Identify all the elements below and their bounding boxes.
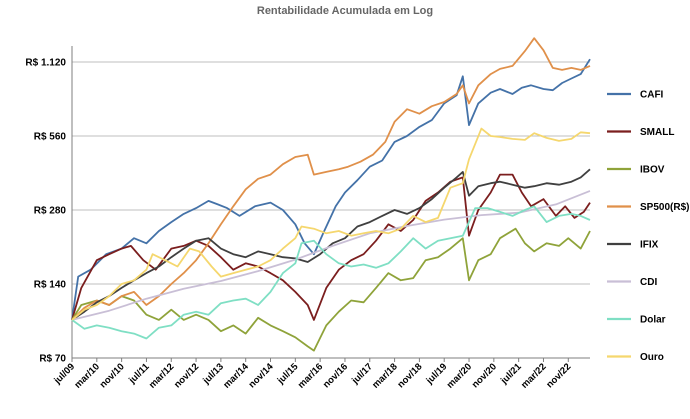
legend-label-cdi: CDI bbox=[640, 277, 657, 288]
x-tick-label: nov/18 bbox=[395, 361, 424, 390]
y-tick-label: R$ 70 bbox=[39, 354, 66, 365]
x-tick-label: nov/10 bbox=[98, 361, 127, 390]
series-line-sp500-r bbox=[71, 37, 591, 321]
x-tick-label: mar/22 bbox=[519, 361, 548, 390]
legend-label-ouro: Ouro bbox=[640, 352, 664, 363]
y-tick-label: R$ 1.120 bbox=[25, 58, 66, 69]
chart-title: Rentabilidade Acumulada em Log bbox=[257, 5, 433, 17]
y-tick-label: R$ 560 bbox=[34, 132, 67, 143]
x-tick-label: mar/18 bbox=[370, 361, 399, 390]
legend-label-ifix: IFIX bbox=[640, 240, 659, 251]
y-tick-label: R$ 280 bbox=[34, 206, 67, 217]
series-lines bbox=[71, 37, 591, 352]
x-tick-label: mar/14 bbox=[221, 361, 251, 391]
x-tick-label: mar/16 bbox=[296, 361, 325, 390]
legend-label-dolar: Dolar bbox=[640, 315, 666, 326]
legend: CAFI SMALL IBOV SP500(R$) IFIX CDI Dolar Ouro bbox=[607, 90, 689, 363]
y-axis: R$ 70 R$ 140 R$ 280 R$ 560 R$ 1.120 bbox=[25, 46, 590, 365]
legend-label-ibov: IBOV bbox=[640, 165, 665, 176]
y-tick-label: R$ 140 bbox=[34, 280, 67, 291]
x-tick-label: mar/20 bbox=[445, 361, 474, 390]
series-line-ifix bbox=[71, 168, 591, 321]
x-tick-label: nov/22 bbox=[544, 361, 573, 390]
grid-lines bbox=[72, 61, 590, 285]
x-tick-label: nov/20 bbox=[470, 361, 499, 390]
x-tick-label: mar/12 bbox=[147, 361, 176, 390]
x-tick-label: nov/14 bbox=[247, 361, 277, 391]
series-line-ibov bbox=[71, 227, 591, 352]
x-tick-label: nov/16 bbox=[321, 361, 350, 390]
x-tick-label: mar/10 bbox=[72, 361, 101, 390]
legend-label-small: SMALL bbox=[640, 127, 674, 138]
series-line-dolar bbox=[71, 205, 591, 340]
series-line-ouro bbox=[71, 127, 591, 321]
series-line-cafi bbox=[71, 58, 591, 321]
legend-label-sp500-r: SP500(R$) bbox=[640, 202, 689, 213]
x-tick-label: nov/12 bbox=[172, 361, 201, 390]
legend-label-cafi: CAFI bbox=[640, 90, 664, 101]
